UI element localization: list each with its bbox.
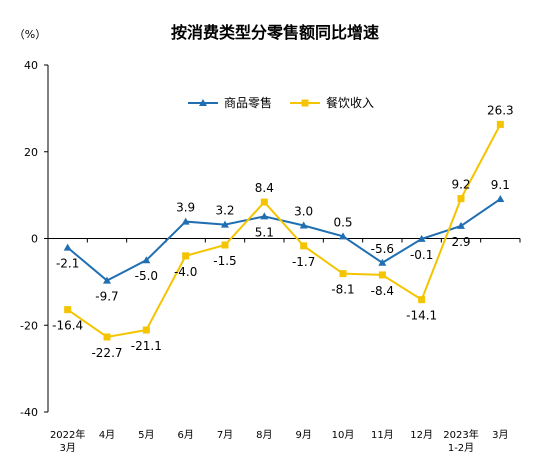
- data-point: [221, 220, 229, 228]
- x-tick-label-line: 9月: [295, 429, 311, 441]
- legend-label: 商品零售: [224, 95, 272, 110]
- x-tick-label-line: 8月: [256, 429, 272, 441]
- data-label: -8.1: [331, 283, 354, 297]
- data-label: 8.4: [255, 181, 274, 195]
- x-tick-label: 2023年 1-2月: [443, 428, 478, 454]
- data-label: -5.0: [135, 269, 158, 283]
- data-label: -16.4: [52, 319, 83, 333]
- data-label: -1.7: [292, 255, 315, 269]
- data-label: -22.7: [91, 346, 122, 360]
- series-line: [67, 123, 502, 339]
- data-label: 0.5: [333, 215, 352, 229]
- data-label: -1.5: [213, 254, 236, 268]
- y-tick-label: 40: [24, 59, 38, 72]
- y-tick-label: -20: [20, 319, 38, 332]
- data-label: -2.1: [56, 257, 79, 271]
- x-tick-label: 7月: [217, 429, 233, 441]
- data-point: [496, 195, 505, 203]
- x-tick-label: 4月: [99, 429, 115, 441]
- x-tick-label-line: 6月: [177, 429, 193, 441]
- data-label: 2.9: [451, 235, 470, 249]
- data-point: [496, 120, 504, 128]
- x-tick-label-line: 1-2月: [448, 442, 474, 454]
- x-tick-label: 12月: [410, 429, 433, 441]
- data-point: [103, 276, 111, 284]
- data-point: [457, 221, 465, 229]
- data-point: [260, 198, 268, 206]
- data-label: -0.1: [410, 248, 433, 262]
- data-point: [378, 258, 387, 266]
- x-tick-label: 5月: [138, 429, 154, 441]
- legend-marker: [199, 99, 207, 106]
- data-point: [181, 217, 190, 225]
- y-axis-unit-label: （%）: [14, 28, 46, 41]
- series-layer: [63, 120, 505, 341]
- data-point: [142, 326, 150, 334]
- data-label: -5.6: [371, 242, 394, 256]
- data-point: [299, 221, 308, 229]
- x-tick-label: 3月: [492, 429, 508, 441]
- x-tick-label-line: 2022年: [50, 428, 85, 441]
- data-label: -21.1: [131, 339, 162, 353]
- legend-marker: [301, 99, 309, 107]
- data-label: 3.9: [176, 201, 195, 215]
- chart-title: 按消费类型分零售额同比增速: [171, 23, 379, 42]
- x-tick-label: 11月: [371, 429, 394, 441]
- data-point: [103, 333, 111, 341]
- x-tick-label-line: 7月: [217, 429, 233, 441]
- data-point: [260, 212, 269, 220]
- y-tick-label: -40: [20, 406, 38, 419]
- x-tick-label-line: 11月: [371, 429, 394, 441]
- legend: 商品零售 餐饮收入: [188, 95, 374, 110]
- x-tick-label-line: 12月: [410, 429, 433, 441]
- x-tick-label-line: 3月: [492, 429, 508, 441]
- data-point: [417, 234, 426, 242]
- data-point: [64, 306, 72, 314]
- data-labels: -2.1 -9.7 -5.0 3.9 3.2 5.1 3.0 0.5 -5.6 -0.1 2.9 9.…: [52, 103, 514, 360]
- x-tick-label-line: 4月: [99, 429, 115, 441]
- x-tick-label-line: 10月: [332, 429, 355, 441]
- x-tick-label-line: 2023年: [443, 428, 478, 441]
- series-line: [67, 198, 501, 282]
- data-point: [63, 243, 72, 251]
- x-tick-label: 8月: [256, 429, 272, 441]
- data-label: 9.2: [451, 178, 470, 192]
- x-tick-label: 9月: [295, 429, 311, 441]
- data-point: [339, 270, 347, 278]
- data-point: [378, 271, 386, 279]
- data-label: -4.0: [174, 265, 197, 279]
- data-label: 26.3: [487, 103, 514, 117]
- data-point: [418, 296, 426, 304]
- data-point: [300, 242, 308, 250]
- x-tick-label: 2022年 3月: [50, 428, 85, 454]
- data-label: -14.1: [406, 309, 437, 323]
- data-label: 5.1: [255, 225, 274, 239]
- data-label: -8.4: [371, 284, 394, 298]
- y-tick-label: 0: [31, 233, 38, 246]
- data-label: -9.7: [95, 290, 118, 304]
- data-point: [457, 195, 465, 203]
- data-point: [142, 256, 151, 264]
- legend-label: 餐饮收入: [326, 95, 374, 110]
- data-point: [221, 241, 229, 249]
- data-point: [182, 252, 190, 260]
- x-tick-label-line: 5月: [138, 429, 154, 441]
- y-tick-label: 20: [24, 146, 38, 159]
- x-tick-label: 6月: [177, 429, 193, 441]
- data-label: 3.2: [215, 204, 234, 218]
- data-label: 9.1: [491, 178, 510, 192]
- data-label: 3.0: [294, 204, 313, 218]
- x-tick-label-line: 3月: [59, 442, 75, 454]
- data-point: [339, 232, 347, 240]
- x-tick-label: 10月: [332, 429, 355, 441]
